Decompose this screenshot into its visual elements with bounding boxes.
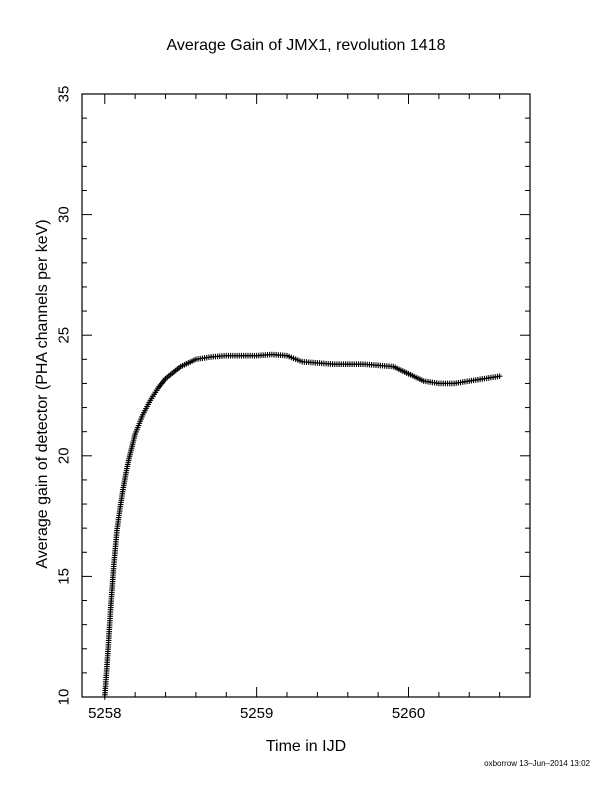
y-axis-label: Average gain of detector (PHA channels p… xyxy=(34,219,51,569)
plot-frame xyxy=(81,93,531,698)
footer-stamp: oxborrow 13–Jun–2014 13:02 xyxy=(484,759,590,768)
y-tick-label: 30 xyxy=(56,206,73,223)
y-tick-label: 25 xyxy=(56,327,73,344)
x-axis-label: Time in IJD xyxy=(265,738,347,755)
tick-labels: 5258 5259 5260 10 15 20 25 30 35 xyxy=(56,86,426,722)
ticks xyxy=(82,93,531,698)
chart-title: Average Gain of JMX1, revolution 1418 xyxy=(166,37,446,54)
data-point xyxy=(496,373,503,380)
x-tick-label: 5259 xyxy=(240,705,273,722)
y-tick-label: 20 xyxy=(56,447,73,464)
y-tick-label: 35 xyxy=(56,86,73,103)
x-tick-label: 5258 xyxy=(88,705,121,722)
y-tick-label: 10 xyxy=(56,689,73,706)
data-points xyxy=(101,351,503,700)
y-tick-label: 15 xyxy=(56,568,73,585)
x-tick-label: 5260 xyxy=(392,705,425,722)
